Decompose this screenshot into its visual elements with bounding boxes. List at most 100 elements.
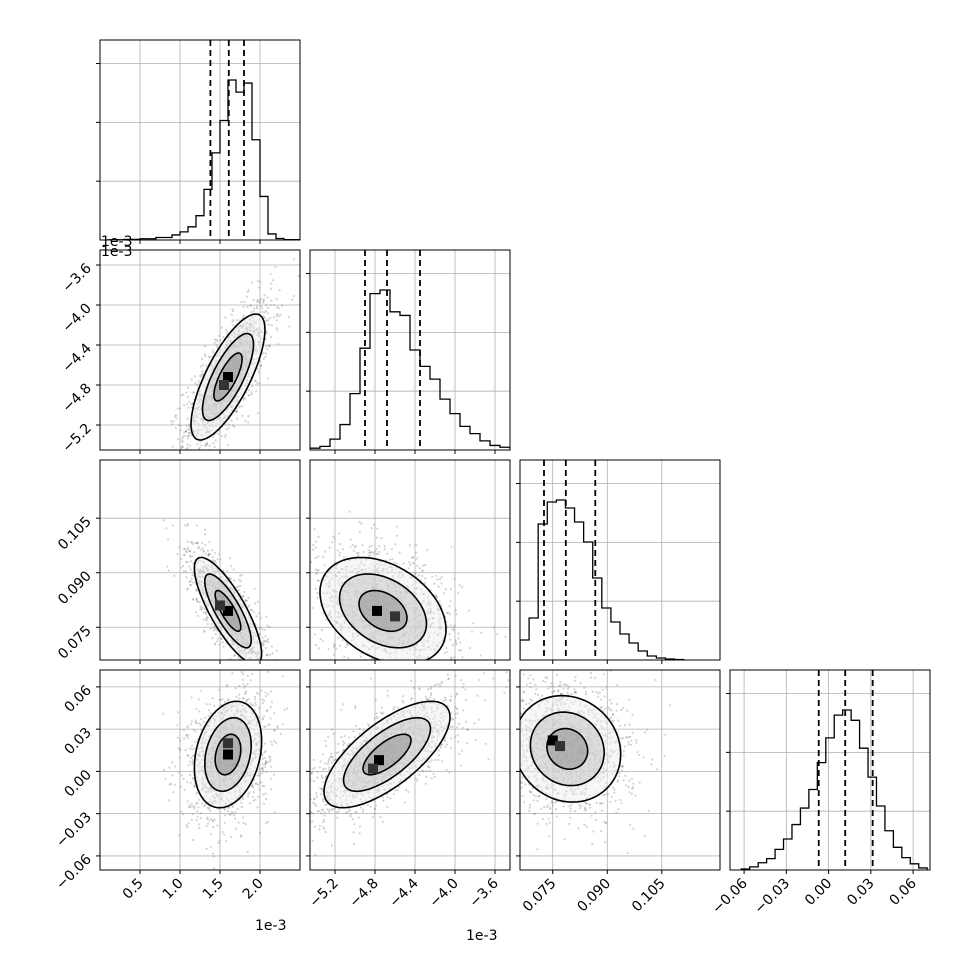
- scatter-point: [480, 631, 483, 635]
- scatter-point: [204, 444, 207, 448]
- scatter-point: [180, 566, 183, 569]
- scatter-point: [264, 639, 267, 643]
- scatter-point: [228, 576, 231, 579]
- scatter-point: [220, 637, 223, 641]
- scatter-point: [218, 334, 221, 337]
- scatter-point: [181, 393, 184, 396]
- scatter-point: [205, 365, 208, 368]
- scatter-point: [214, 632, 217, 636]
- scatter-point: [249, 671, 251, 673]
- scatter-point: [223, 833, 226, 836]
- scatter-point: [205, 441, 208, 444]
- scatter-point: [181, 439, 184, 442]
- scatter-point: [229, 667, 231, 669]
- scatter-point: [293, 258, 296, 261]
- scatter-point: [369, 554, 372, 557]
- scatter-point: [278, 675, 280, 677]
- scatter-point: [216, 486, 218, 488]
- scatter-point: [243, 397, 246, 400]
- scatter-point: [394, 543, 397, 546]
- scatter-point: [201, 541, 204, 545]
- scatter-point: [448, 633, 451, 636]
- scatter-point: [284, 640, 286, 642]
- scatter-point: [250, 785, 253, 788]
- scatter-point: [195, 383, 198, 386]
- scatter-point: [288, 684, 290, 686]
- scatter-point: [192, 761, 195, 764]
- density-cell-core: [390, 611, 400, 622]
- scatter-point: [259, 666, 261, 668]
- scatter-point: [232, 568, 235, 571]
- scatter-point: [246, 699, 249, 702]
- scatter-point: [187, 427, 190, 430]
- scatter-point: [188, 431, 191, 434]
- scatter-point: [262, 298, 265, 301]
- scatter-point: [187, 806, 190, 809]
- scatter-point: [202, 550, 205, 554]
- scatter-point: [179, 785, 182, 788]
- scatter-point: [279, 692, 281, 694]
- scatter-point: [258, 301, 261, 304]
- scatter-point: [331, 535, 335, 538]
- scatter-point: [276, 328, 279, 331]
- scatter-point: [244, 690, 248, 693]
- scatter-point: [372, 660, 374, 662]
- scatter-point: [295, 613, 297, 615]
- scatter-point: [275, 319, 278, 322]
- scatter-point: [327, 648, 330, 651]
- scatter-point: [257, 371, 260, 374]
- scatter-point: [255, 678, 257, 680]
- scatter-point: [189, 560, 192, 563]
- scatter-point: [196, 452, 198, 454]
- scatter-point: [269, 304, 272, 307]
- scatter-point: [426, 673, 428, 675]
- scatter-point: [212, 825, 215, 829]
- scatter-point: [316, 569, 319, 572]
- scatter-point: [252, 679, 254, 681]
- scatter-point: [167, 569, 170, 572]
- scatter-point: [321, 640, 324, 643]
- scatter-point: [266, 319, 269, 322]
- scatter-point: [313, 527, 316, 531]
- scatter-point: [210, 549, 214, 552]
- scatter-point: [179, 424, 182, 427]
- scatter-point: [209, 456, 211, 458]
- scatter-point: [359, 655, 363, 659]
- scatter-point: [274, 676, 276, 678]
- scatter-point: [243, 300, 246, 303]
- scatter-point: [271, 279, 274, 282]
- scatter-point: [332, 662, 334, 664]
- scatter-point: [253, 663, 255, 665]
- scatter-point: [187, 435, 190, 438]
- scatter-point: [211, 559, 215, 562]
- scatter-point: [196, 810, 199, 813]
- scatter-point: [230, 419, 233, 422]
- scatter-point: [184, 430, 187, 433]
- scatter-point: [181, 440, 184, 444]
- scatter-point: [349, 660, 351, 662]
- scatter-point: [253, 379, 256, 382]
- scatter-point: [414, 573, 417, 576]
- scatter-point: [192, 455, 194, 457]
- scatter-point: [231, 672, 234, 675]
- scatter-point: [259, 280, 262, 283]
- scatter-point: [181, 461, 183, 463]
- scatter-point: [265, 679, 267, 681]
- scatter-point: [276, 306, 279, 309]
- scatter-point: [479, 654, 482, 657]
- scatter-point: [256, 368, 259, 371]
- scatter-point: [195, 541, 198, 545]
- scatter-point: [206, 549, 209, 552]
- scatter-point: [240, 671, 243, 674]
- scatter-point: [264, 635, 267, 638]
- scatter-point: [214, 628, 217, 631]
- scatter-point: [204, 611, 207, 614]
- scatter-point: [297, 589, 299, 591]
- scatter-point: [264, 646, 268, 649]
- scatter-point: [409, 563, 412, 567]
- scatter-point: [237, 656, 240, 659]
- scatter-point: [435, 595, 438, 598]
- scatter-point: [240, 664, 242, 666]
- scatter-point: [420, 570, 424, 573]
